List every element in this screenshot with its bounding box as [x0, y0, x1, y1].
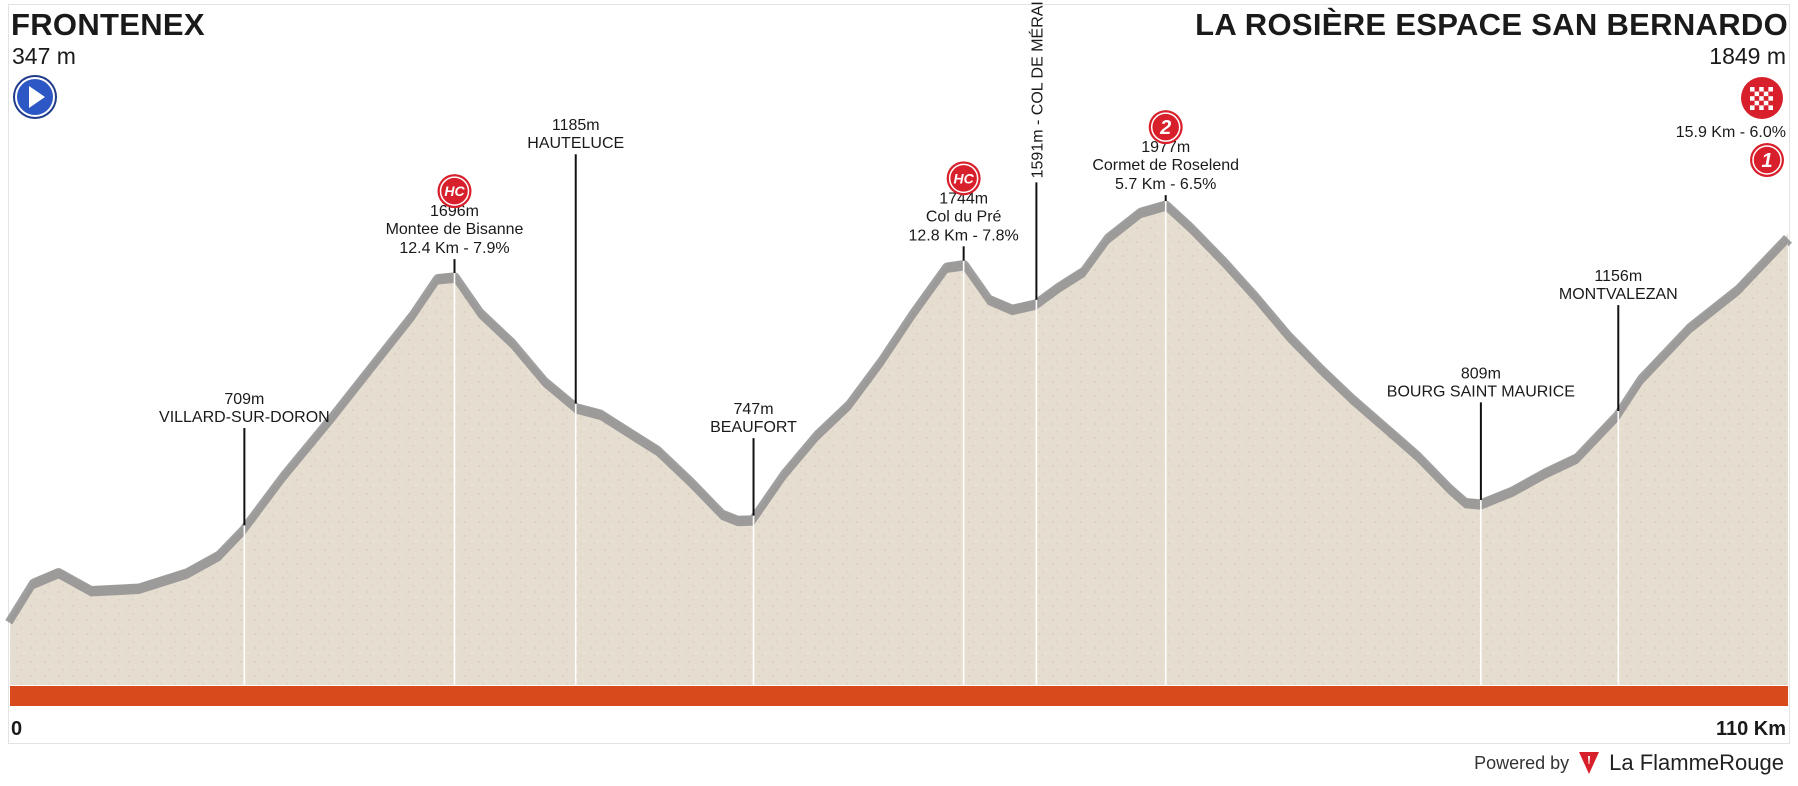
finish-climb-detail: 15.9 Km - 6.0%: [1676, 124, 1786, 141]
marker-altitude: 809m: [1461, 365, 1501, 382]
checker-square: [1768, 91, 1773, 97]
marker-altitude: 1977m: [1141, 139, 1190, 156]
marker-name: Montee de Bisanne: [386, 221, 524, 238]
marker-vertical-label: 1591m - COL DE MÉRAILLET: [1027, 0, 1046, 178]
checker-square: [1759, 91, 1764, 97]
start-elevation: 347 m: [12, 43, 76, 69]
checker-square: [1750, 105, 1755, 110]
checker-square: [1754, 96, 1760, 101]
ridge-line: [5, 200, 1792, 626]
category-badge-icon: HC: [437, 174, 472, 209]
checker-square: [1763, 100, 1769, 106]
marker-climb-detail: 12.4 Km - 7.9%: [399, 240, 509, 257]
marker-name: HAUTELUCE: [527, 135, 624, 152]
checker-square: [1768, 100, 1773, 106]
checker-square: [1768, 105, 1773, 110]
powered-by: Powered by La FlammeRouge: [1474, 750, 1784, 776]
category-badge-ring: [1150, 112, 1181, 142]
marker-name: BEAUFORT: [710, 419, 797, 436]
marker-name: VILLARD-SUR-DORON: [159, 409, 330, 426]
checker-square: [1750, 91, 1755, 97]
marker-altitude: 1696m: [430, 203, 479, 220]
marker-climb-detail: 5.7 Km - 6.5%: [1115, 176, 1216, 193]
start-icon: [13, 75, 57, 119]
category-badge-text: 2: [1159, 117, 1171, 139]
marker-name: Col du Pré: [926, 208, 1002, 225]
finish-elevation: 1849 m: [1709, 43, 1786, 69]
marker-name: MONTVALEZAN: [1559, 286, 1678, 303]
checker-square: [1750, 100, 1755, 106]
category-badge-circle: [946, 161, 981, 196]
checker-square: [1763, 87, 1769, 92]
distance-bar: [10, 686, 1788, 706]
category-badge-text: HC: [954, 170, 975, 186]
checker-square: [1754, 100, 1760, 106]
distance-end-label: 110 Km: [1715, 718, 1786, 740]
marker-climb-detail: 12.8 Km - 7.8%: [909, 227, 1019, 244]
checker-square: [1754, 105, 1760, 110]
checker-square: [1759, 96, 1764, 101]
category-badge-text: HC: [444, 183, 465, 199]
checker-square: [1768, 87, 1773, 92]
category-badge-icon: 2: [1148, 110, 1183, 145]
category-badge-ring: [948, 163, 979, 194]
checker-square: [1763, 105, 1769, 110]
terrain-body: [10, 211, 1788, 685]
category-badge-ring: [439, 176, 470, 206]
flamme-rouge-logo-icon: [1579, 752, 1600, 774]
finish-name: LA ROSIÈRE ESPACE SAN BERNARDO: [1195, 7, 1788, 42]
marker-altitude: 1185m: [552, 117, 600, 134]
checker-square: [1759, 100, 1764, 106]
marker-altitude: 709m: [224, 391, 264, 408]
finish-flag-icon: [1741, 77, 1783, 119]
category-badge-circle: [1148, 110, 1183, 145]
chart-frame: [8, 4, 1790, 744]
checker-square: [1763, 91, 1769, 97]
distance-start-label: 0: [11, 718, 23, 740]
checker-square: [1750, 87, 1755, 92]
marker-altitude: 747m: [734, 401, 774, 418]
checker-square: [1754, 91, 1760, 97]
checker-square: [1759, 87, 1764, 92]
marker-altitude: 1156m: [1594, 268, 1642, 285]
checker-square: [1759, 105, 1764, 110]
checker-square: [1763, 96, 1769, 101]
brand-text: La FlammeRouge: [1609, 750, 1784, 775]
checker-square: [1768, 96, 1773, 101]
category-badge-circle: [437, 174, 472, 209]
terrain-layer: [5, 200, 1792, 685]
category-badge-icon: HC: [946, 161, 981, 196]
finish-category-badge: 1: [1750, 143, 1784, 177]
powered-by-text: Powered by: [1474, 752, 1570, 773]
marker-name: Cormet de Roselend: [1092, 157, 1239, 174]
start-name: FRONTENEX: [11, 7, 205, 42]
marker-7: 71.55.7 Km - 6.5%Cormet de Roselend1977m…: [1092, 110, 1239, 706]
marker-altitude: 1744m: [939, 190, 988, 207]
marker-name: BOURG SAINT MAURICE: [1387, 383, 1575, 400]
distance-bar-layer: [10, 686, 1788, 706]
marker-layer: 14.5VILLARD-SUR-DORON709m27.512.4 Km - 7…: [159, 0, 1678, 706]
checker-square: [1754, 87, 1760, 92]
checker-square: [1750, 96, 1755, 101]
finish-category-text: 1: [1761, 150, 1772, 172]
